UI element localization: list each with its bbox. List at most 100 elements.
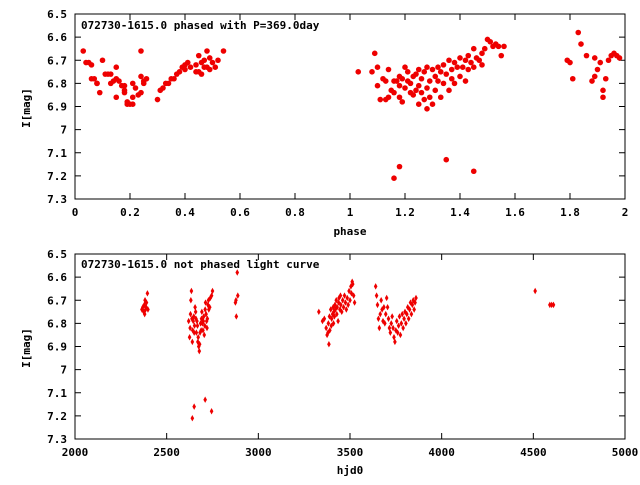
data-point <box>432 87 439 94</box>
data-point <box>349 283 353 290</box>
data-point <box>459 64 466 70</box>
data-point <box>201 57 208 64</box>
x-tick-label: 4000 <box>428 446 455 459</box>
data-point <box>343 299 348 306</box>
data-point <box>454 64 461 70</box>
data-point <box>437 69 444 75</box>
data-point <box>193 308 198 316</box>
y-axis-label: I[mag] <box>20 328 33 368</box>
data-point <box>391 175 397 181</box>
data-point <box>462 78 469 84</box>
data-point <box>390 313 394 320</box>
y-tick-label: 6.5 <box>47 8 67 21</box>
data-point <box>328 306 333 313</box>
data-point <box>533 287 537 295</box>
data-point <box>446 87 452 94</box>
y-tick-label: 7.2 <box>47 170 67 183</box>
data-point <box>203 299 208 306</box>
data-point <box>377 324 382 332</box>
data-point <box>205 315 210 322</box>
data-point <box>80 48 87 54</box>
data-point <box>375 301 380 309</box>
data-point <box>196 334 200 341</box>
data-point <box>209 59 216 66</box>
data-point <box>443 156 450 163</box>
data-point <box>391 324 395 332</box>
data-point <box>206 55 213 61</box>
data-point <box>351 292 356 299</box>
data-point <box>389 320 394 327</box>
data-point <box>395 329 400 336</box>
data-point <box>479 62 485 68</box>
data-point <box>347 287 351 295</box>
data-point <box>374 64 381 70</box>
data-point <box>600 94 606 101</box>
data-point <box>206 297 211 304</box>
data-point <box>386 315 391 322</box>
data-point <box>154 96 161 103</box>
x-tick-label: 0.6 <box>230 206 250 219</box>
data-point <box>435 64 441 70</box>
data-point <box>398 331 403 339</box>
data-point <box>338 292 343 299</box>
data-point <box>326 320 331 327</box>
data-point <box>205 324 209 332</box>
y-tick-label: 6.6 <box>47 31 67 44</box>
unphased-light-curve-panel: 2000 2500 3000 3500 4000 4500 5000 6.5 6.6 6.7 6.8… <box>20 248 638 477</box>
chart-title: 072730-1615.0 not phased light curve <box>81 258 320 271</box>
data-point <box>391 89 397 96</box>
data-point <box>465 66 472 73</box>
data-point <box>191 317 196 325</box>
data-point <box>345 294 350 302</box>
y-tick-label: 7.2 <box>47 410 67 423</box>
data-point <box>129 80 136 87</box>
x-tick-label: 2500 <box>153 446 180 459</box>
y-tick-label: 6.8 <box>47 317 67 330</box>
plot-frame <box>74 13 626 200</box>
data-point <box>448 75 455 82</box>
data-point <box>324 324 328 332</box>
data-point <box>426 94 433 101</box>
data-point <box>215 57 221 64</box>
data-point <box>437 94 444 101</box>
data-point <box>396 322 401 329</box>
data-point <box>198 320 203 327</box>
data-point <box>207 303 212 311</box>
data-point <box>397 313 402 320</box>
data-point <box>190 414 195 422</box>
data-point <box>393 78 400 84</box>
data-point <box>432 73 439 80</box>
data-point <box>342 292 347 299</box>
data-point <box>234 297 238 304</box>
data-point <box>369 69 375 75</box>
data-point <box>204 48 210 54</box>
data-point <box>192 403 196 410</box>
data-point <box>394 317 399 325</box>
data-point <box>387 324 392 332</box>
y-tick-label: 6.7 <box>47 54 67 67</box>
data-point <box>602 75 609 82</box>
data-point <box>350 280 355 288</box>
data-point <box>393 338 397 346</box>
data-point <box>481 45 488 52</box>
data-point <box>400 310 405 318</box>
data-point <box>198 71 205 77</box>
data-point <box>195 52 202 59</box>
data-point <box>462 57 469 64</box>
data-point <box>465 52 472 59</box>
data-point <box>132 85 139 91</box>
data-point <box>129 101 136 107</box>
data-point <box>376 315 381 322</box>
y-tick-label: 6.6 <box>47 271 67 284</box>
data-point <box>329 322 334 329</box>
data-point <box>143 75 150 82</box>
data-point <box>405 310 409 318</box>
data-point <box>344 306 349 313</box>
y-tick-label: 7 <box>60 124 67 137</box>
data-point <box>331 320 336 327</box>
data-point <box>399 320 404 327</box>
data-point <box>145 290 150 297</box>
data-point <box>129 94 136 101</box>
data-point <box>440 62 447 68</box>
